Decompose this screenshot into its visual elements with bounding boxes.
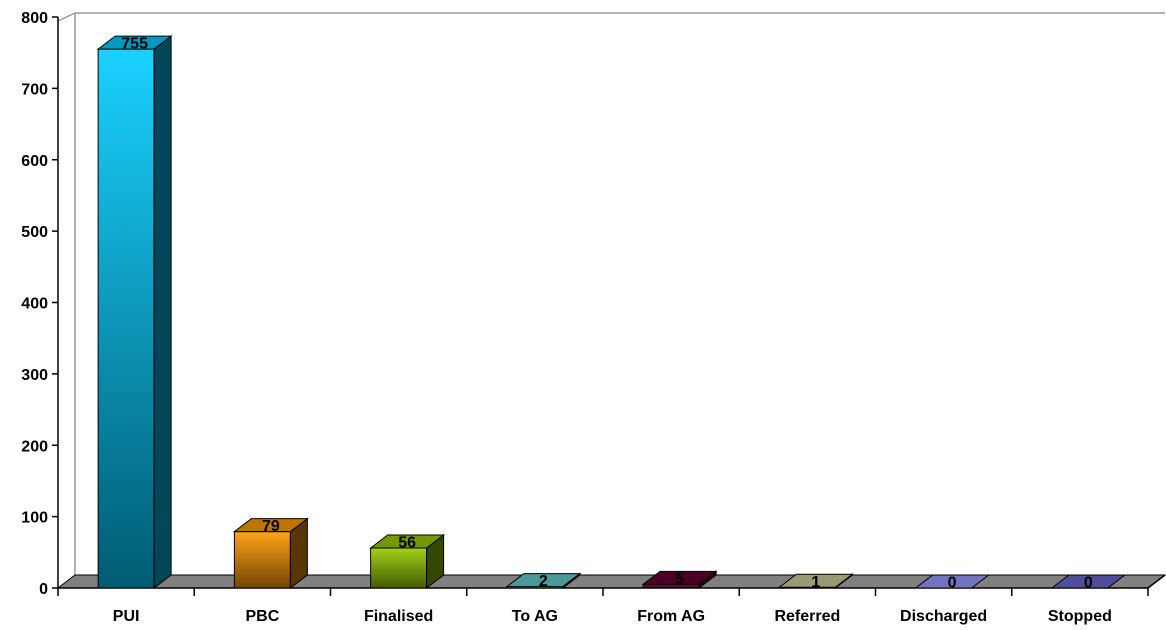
bar-front <box>643 584 699 588</box>
y-tick-label: 0 <box>39 581 48 598</box>
data-label: 1 <box>811 574 820 591</box>
floor <box>58 575 1165 588</box>
bar <box>98 36 171 588</box>
data-labels: 755 79 56 2 5 1 0 0 <box>121 36 1093 592</box>
y-tick-label: 800 <box>21 10 48 27</box>
data-label: 5 <box>675 571 684 588</box>
plot-walls <box>58 13 1165 588</box>
x-tick-label: From AG <box>637 608 705 625</box>
data-label: 56 <box>398 535 416 552</box>
data-label: 0 <box>948 575 957 592</box>
x-tick-label: Discharged <box>900 608 987 625</box>
y-tick-label: 300 <box>21 367 48 384</box>
x-tick-label: Stopped <box>1048 608 1112 625</box>
data-label: 2 <box>539 573 548 590</box>
x-tick-label: To AG <box>512 608 558 625</box>
y-axis: 0 100 200 300 400 500 600 700 800 <box>21 10 58 598</box>
x-tick-label: Referred <box>774 608 840 625</box>
data-label: 79 <box>262 518 280 535</box>
wall-edge <box>58 13 75 21</box>
x-tick-label: PBC <box>245 608 279 625</box>
data-label: 755 <box>121 36 148 53</box>
y-tick-label: 700 <box>21 81 48 98</box>
y-tick-label: 400 <box>21 296 48 313</box>
x-tick-label: Finalised <box>364 608 433 625</box>
bar-front <box>371 548 427 588</box>
y-tick-label: 200 <box>21 438 48 455</box>
back-wall <box>75 13 1165 575</box>
y-tick-label: 500 <box>21 224 48 241</box>
x-tick-label: PUI <box>113 608 140 625</box>
bars <box>98 36 1125 588</box>
bar-front <box>234 532 290 588</box>
bar-front <box>98 49 154 588</box>
y-tick-label: 600 <box>21 153 48 170</box>
y-tick-label: 100 <box>21 510 48 527</box>
bar-side <box>154 36 171 588</box>
data-label: 0 <box>1084 575 1093 592</box>
